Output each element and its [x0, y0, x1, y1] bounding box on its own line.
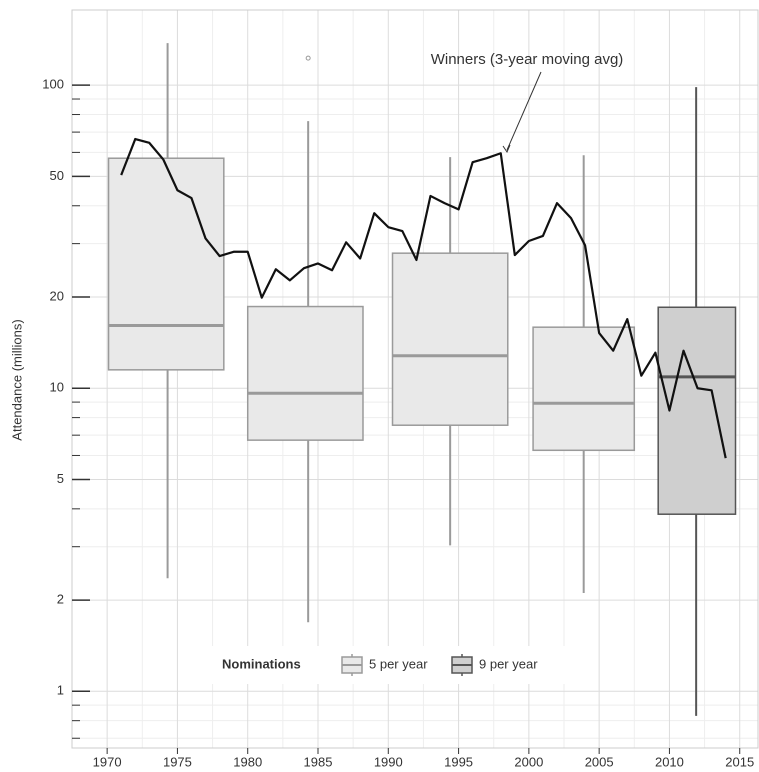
legend-label: 9 per year — [479, 656, 538, 671]
x-tick-label: 2010 — [655, 754, 684, 769]
legend-background — [208, 646, 568, 684]
y-tick-label: 20 — [50, 288, 64, 303]
box — [107, 157, 225, 371]
x-tick-label: 2005 — [585, 754, 614, 769]
x-tick-label: 1995 — [444, 754, 473, 769]
box — [391, 252, 509, 426]
box — [532, 326, 636, 452]
y-tick-label: 2 — [57, 592, 64, 607]
y-tick-label: 1 — [57, 683, 64, 698]
annotation-arrowhead — [502, 144, 511, 154]
x-tick-label: 1990 — [374, 754, 403, 769]
legend: Nominations 5 per year 9 per year — [208, 646, 568, 684]
legend-title: Nominations — [222, 656, 301, 671]
outlier — [305, 55, 311, 61]
marks — [107, 43, 737, 716]
box — [246, 305, 364, 441]
x-tick-label: 1975 — [163, 754, 192, 769]
line — [120, 137, 727, 459]
x-tick-label: 1980 — [233, 754, 262, 769]
legend-label: 5 per year — [369, 656, 428, 671]
box — [657, 306, 737, 515]
y-axis-label: Attendance (millions) — [9, 319, 24, 440]
annotation-arrow — [506, 71, 542, 151]
y-tick-label: 5 — [57, 471, 64, 486]
annotation: Winners (3-year moving avg) — [431, 51, 624, 68]
plot-border — [71, 9, 759, 749]
x-tick-label: 2000 — [514, 754, 543, 769]
y-tick-label: 100 — [42, 77, 64, 92]
x-tick-label: 1970 — [93, 754, 122, 769]
x-tick-label: 1985 — [304, 754, 333, 769]
y-tick-label: 50 — [50, 168, 64, 183]
x-tick-label: 2015 — [725, 754, 754, 769]
y-tick-label: 10 — [50, 380, 64, 395]
